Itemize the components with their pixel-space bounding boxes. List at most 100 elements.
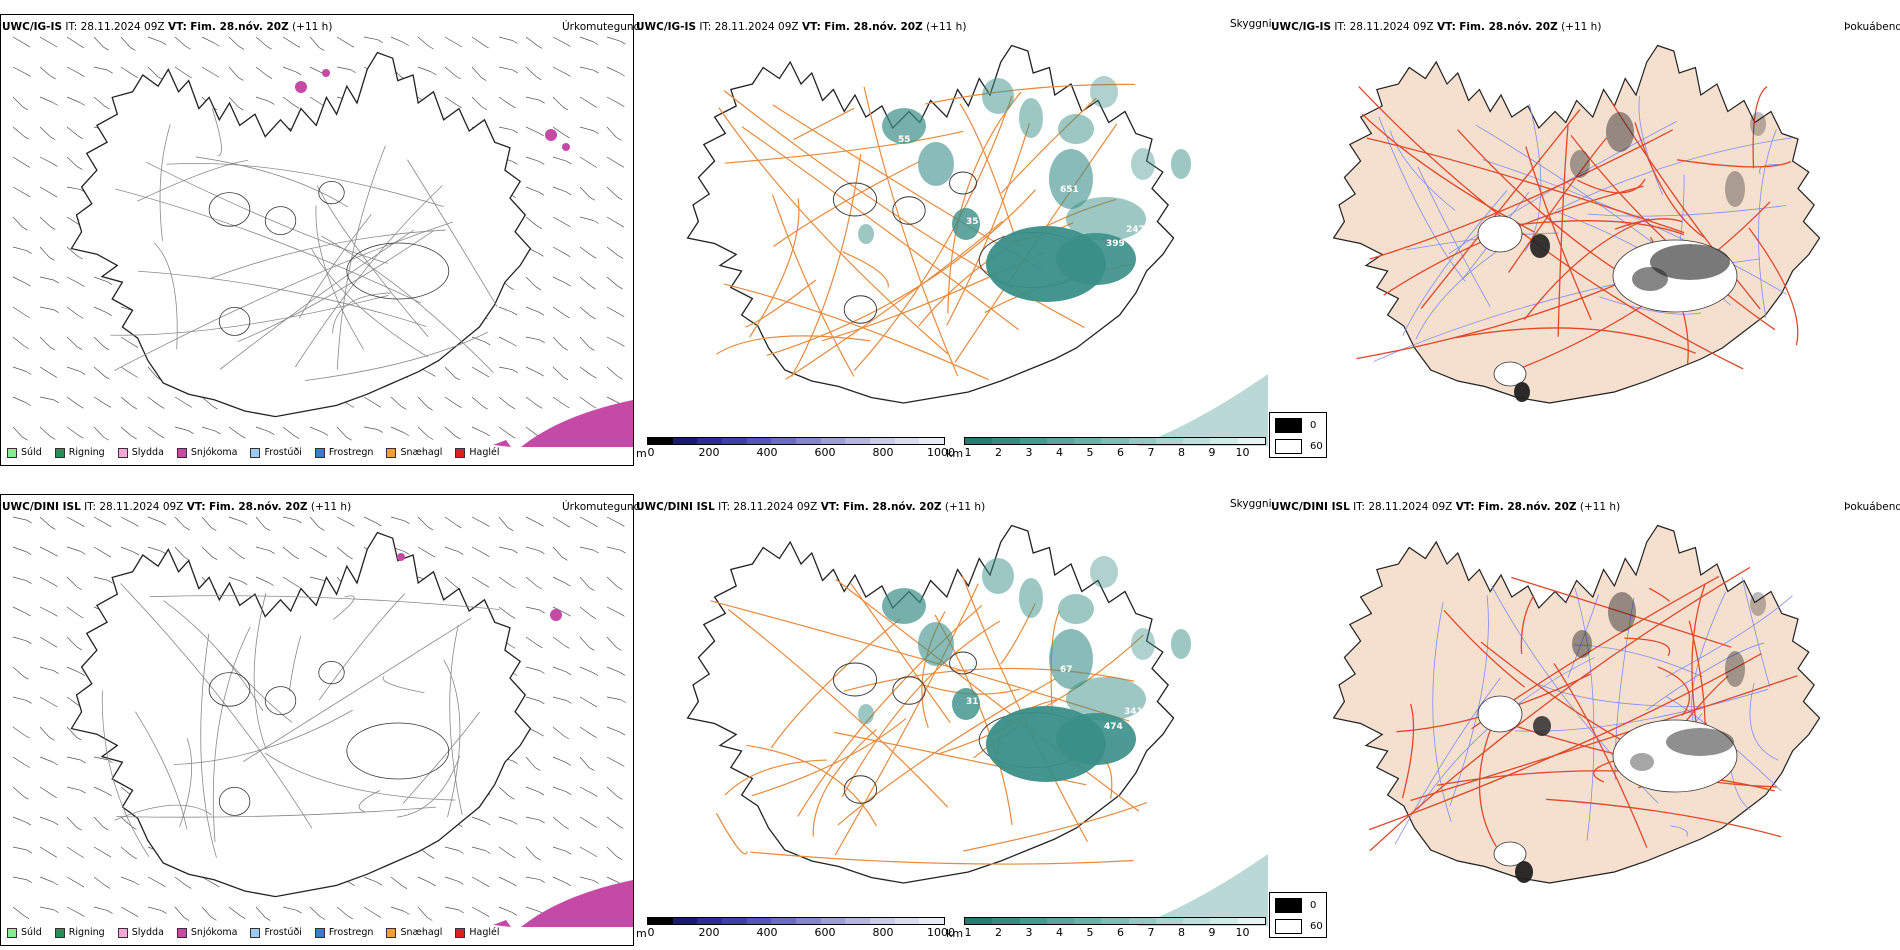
road-line — [402, 711, 480, 804]
colorbar-segment — [672, 438, 698, 444]
wind-barb-flag — [458, 881, 464, 885]
wind-barb — [39, 666, 54, 671]
panel1-title: UWC/DINI ISL IT: 28.11.2024 09Z VT: Fim.… — [2, 501, 351, 513]
wind-barb — [471, 816, 486, 823]
glacier-outline — [208, 192, 251, 227]
wind-barb-flag — [565, 282, 571, 287]
valid-time: Fim. 28.nóv. 20Z — [1459, 21, 1558, 33]
wind-barb-flag — [619, 523, 625, 527]
wind-barb-flag — [242, 581, 248, 585]
road-line — [318, 593, 406, 701]
wind-barb — [282, 576, 296, 585]
lead-time: (+11 h) — [310, 501, 352, 513]
wind-barb — [498, 816, 513, 822]
wind-barb — [579, 636, 590, 648]
colorbar-tick: 600 — [814, 926, 836, 939]
cloud-base-label: 474 — [1104, 722, 1123, 732]
colorbar-tick: 400 — [756, 446, 778, 459]
precip-legend: Súld Rigning Slydda Snjókoma Frostúði Frostre… — [7, 927, 513, 938]
wind-barb — [174, 546, 185, 558]
init-time: IT: 28.11.2024 09Z — [84, 501, 184, 513]
wind-barb-flag — [481, 106, 488, 111]
wind-barb — [174, 36, 186, 47]
wind-barb — [336, 36, 350, 45]
wind-barb — [39, 546, 53, 554]
wind-barb-flag — [538, 732, 544, 737]
wind-barb-flag — [539, 161, 545, 165]
colorbar-segment — [965, 438, 993, 444]
wind-barb-flag — [592, 672, 599, 676]
wind-barb — [93, 426, 104, 438]
wind-barb-flag — [26, 849, 32, 854]
wind-barb-flag — [103, 346, 110, 351]
wind-barb — [66, 306, 79, 316]
wind-barb — [39, 846, 53, 855]
wind-barb-flag — [53, 909, 59, 914]
wind-barb-flag — [456, 404, 462, 409]
snow-area — [493, 440, 511, 447]
colorbar-segment — [1074, 918, 1102, 924]
colorbar-segment — [697, 918, 723, 924]
wind-barb-flag — [428, 855, 435, 859]
wind-barb-flag — [512, 129, 518, 134]
wind-barb-flag — [538, 791, 545, 796]
road-line — [1546, 798, 1782, 838]
wind-barb-flag — [428, 45, 434, 50]
glacier — [1493, 361, 1527, 387]
colorbar-segment — [1101, 918, 1129, 924]
wind-barb-flag — [511, 882, 517, 887]
wind-barb-flag — [293, 555, 299, 560]
road-line — [1752, 86, 1768, 169]
wind-barb — [147, 906, 162, 911]
wind-barb-flag — [293, 435, 300, 439]
colorbar-segment — [1019, 918, 1047, 924]
legend-swatch — [176, 447, 187, 458]
wind-barb-flag — [52, 102, 59, 106]
road-line — [1624, 637, 1671, 657]
wind-barb — [525, 66, 537, 77]
road-line — [1455, 327, 1696, 354]
wind-barb-flag — [25, 73, 31, 77]
road-line — [120, 583, 313, 829]
wind-barb — [66, 666, 80, 674]
valid-time: Fim. 28.nóv. 20Z — [824, 21, 923, 33]
road-line — [210, 229, 446, 279]
wind-barb — [552, 306, 565, 316]
wind-barb — [579, 516, 593, 524]
wind-barb-flag — [563, 735, 570, 740]
wind-barb-flag — [564, 134, 570, 139]
wind-barb — [282, 516, 297, 521]
wind-barb — [282, 66, 297, 73]
fog-legend-item: 0 — [1275, 898, 1316, 913]
wind-barb — [417, 36, 429, 47]
colorbar-tick: 8 — [1178, 926, 1185, 939]
wind-barb-flag — [79, 523, 85, 527]
iceland-outline — [686, 524, 1175, 884]
precip-legend-item: Snæhagl — [386, 927, 442, 938]
road-line — [963, 802, 1148, 852]
wind-barb — [498, 366, 513, 371]
road-line — [135, 711, 188, 830]
wind-barb — [201, 36, 215, 44]
colorbar-segment — [1210, 918, 1238, 924]
wind-barb — [66, 126, 79, 137]
wind-barb-flag — [508, 286, 515, 291]
wind-barb-flag — [24, 314, 30, 319]
wind-barb-flag — [349, 882, 355, 887]
wind-barb-flag — [535, 767, 541, 771]
visibility-unit: km — [946, 927, 964, 940]
wind-barb — [606, 816, 619, 826]
wind-barb-flag — [590, 285, 596, 290]
snow-cell — [550, 609, 562, 621]
road-line — [1369, 566, 1751, 852]
road-line — [947, 91, 1022, 314]
lead-time: (+11 h) — [1579, 501, 1621, 513]
wind-barb-flag — [265, 917, 271, 921]
wind-barb — [147, 546, 162, 552]
wind-barb-flag — [375, 914, 382, 918]
road-line — [179, 738, 193, 828]
legend-swatch — [386, 447, 397, 458]
glacier-outline — [218, 306, 251, 336]
wind-barb — [309, 36, 320, 48]
init-time: IT: 28.11.2024 09Z — [1353, 501, 1453, 513]
